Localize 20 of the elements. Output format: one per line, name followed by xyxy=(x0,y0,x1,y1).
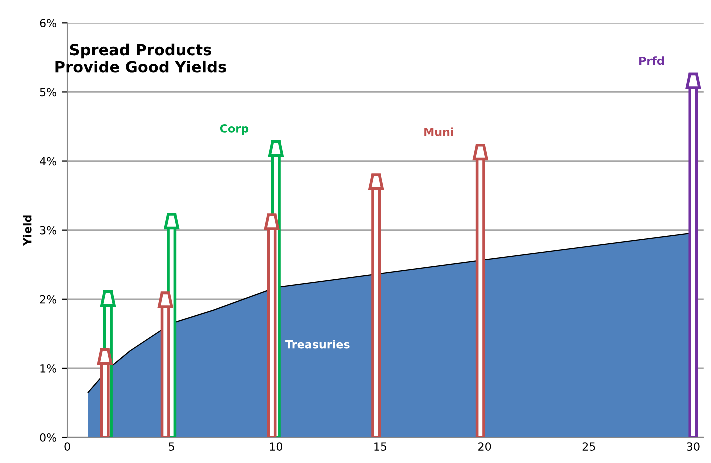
text: Muni xyxy=(424,128,454,136)
y-tick-label: 0% xyxy=(40,434,57,442)
x-tick-label: 15 xyxy=(374,442,387,451)
text: Prfd xyxy=(640,56,664,66)
x-tick-label: 10 xyxy=(270,442,283,451)
y-tick-label: 5% xyxy=(40,88,57,97)
text: Corp xyxy=(220,124,249,136)
text: Spread Products Provide Good Yields xyxy=(56,44,226,73)
x-tick-label: 5 xyxy=(169,442,174,451)
y-tick-label: 1% xyxy=(40,364,57,373)
x-tick-label: 30 xyxy=(687,442,700,451)
y-tick-label: 4% xyxy=(40,157,57,166)
series-label: Treasuries xyxy=(286,340,350,349)
x-tick-label: 20 xyxy=(478,442,492,451)
y-tick-label: 6% xyxy=(40,19,57,28)
y-axis-title: Yield xyxy=(23,216,32,246)
y-tick-label: 2% xyxy=(40,295,57,304)
x-tick-label: 0 xyxy=(64,442,70,451)
x-tick-label: 25 xyxy=(582,442,596,451)
y-tick-label: 3% xyxy=(40,226,57,235)
